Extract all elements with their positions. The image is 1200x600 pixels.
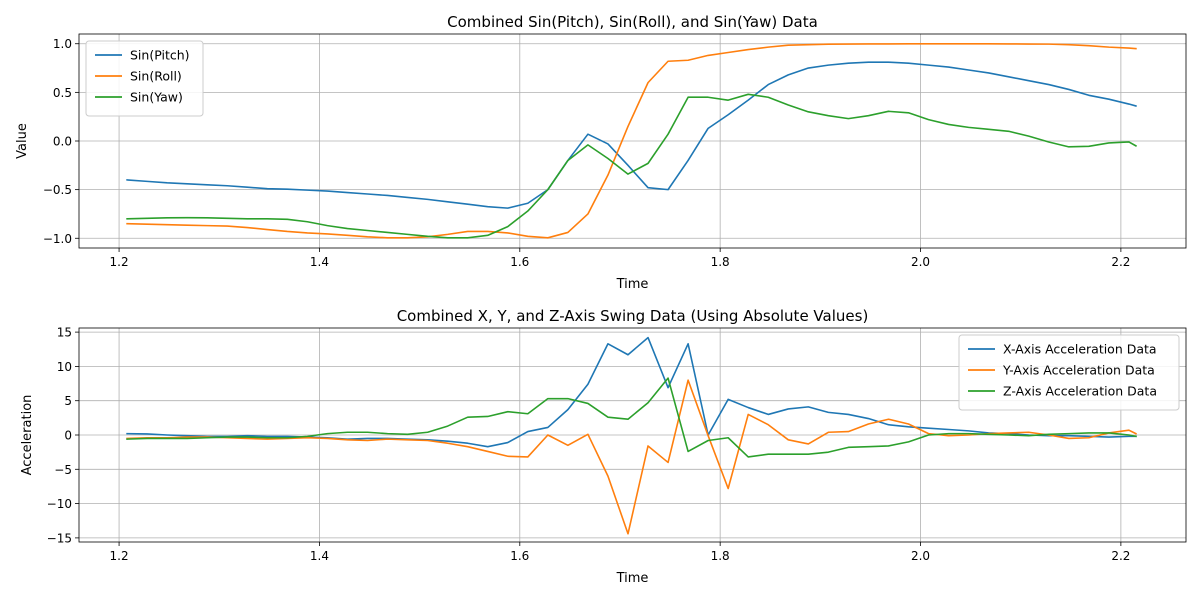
y-tick-label: −1.0	[43, 232, 72, 246]
x-tick-label: 1.6	[510, 255, 529, 269]
legend-label-2: Sin(Roll)	[130, 69, 182, 84]
x-tick-label: 2.2	[1111, 549, 1130, 563]
y-tick-label: −0.5	[43, 183, 72, 197]
legend: Sin(Pitch) Sin(Roll) Sin(Yaw)	[85, 40, 204, 117]
x-tick-label: 1.4	[310, 255, 329, 269]
grid	[79, 328, 1186, 542]
chart-acceleration: 1.2 1.4 1.6 1.8 2.0 2.2 −15 −10 −5 0 5 10 15 Combined…	[20, 307, 1187, 586]
x-axis-label: Time	[616, 571, 649, 586]
x-tick-label: 2.2	[1111, 255, 1130, 269]
legend: X-Axis Acceleration Data Y-Axis Accelerat…	[958, 334, 1180, 411]
legend-label-1: Sin(Pitch)	[130, 48, 190, 63]
y-tick-label: 10	[57, 360, 72, 374]
x-tick-label: 1.8	[711, 549, 730, 563]
y-axis-label: Acceleration	[20, 395, 35, 476]
y-tick-label: 1.0	[53, 37, 72, 51]
x-tick-label: 2.0	[911, 255, 930, 269]
series-line-3	[126, 377, 1137, 458]
legend-box	[958, 334, 1180, 411]
series-line-3	[126, 93, 1137, 239]
series-group	[126, 43, 1137, 239]
y-tick-label: 0	[64, 429, 72, 443]
chart-orientation: 1.2 1.4 1.6 1.8 2.0 2.2 −1.0 −0.5 0.0 0.5 1.0 Combi…	[15, 13, 1187, 292]
y-tick-label: −15	[47, 531, 72, 545]
legend-label-1: X-Axis Acceleration Data	[1003, 342, 1157, 357]
x-tick-label: 1.8	[711, 255, 730, 269]
y-tick-label: −5	[54, 463, 72, 477]
y-tick-label: 0.5	[53, 86, 72, 100]
y-tick-label: 15	[57, 326, 72, 340]
x-tick-label: 1.4	[310, 549, 329, 563]
series-line-2	[126, 43, 1137, 239]
chart-title: Combined X, Y, and Z-Axis Swing Data (Us…	[397, 307, 869, 325]
x-tick-label: 1.2	[110, 255, 129, 269]
legend-label-3: Sin(Yaw)	[130, 90, 183, 105]
series-line-1	[126, 61, 1137, 209]
y-tick-label: 0.0	[53, 135, 72, 149]
x-tick-label: 1.6	[510, 549, 529, 563]
x-axis-label: Time	[616, 277, 649, 292]
chart-title: Combined Sin(Pitch), Sin(Roll), and Sin(…	[447, 13, 818, 31]
y-tick-label: 5	[64, 394, 72, 408]
y-axis-label: Value	[15, 123, 30, 159]
series-group	[126, 336, 1137, 535]
x-tick-label: 1.2	[110, 549, 129, 563]
y-tick-label: −10	[47, 497, 72, 511]
legend-label-3: Z-Axis Acceleration Data	[1003, 384, 1157, 399]
grid	[79, 34, 1186, 248]
x-tick-label: 2.0	[911, 549, 930, 563]
legend-label-2: Y-Axis Acceleration Data	[1002, 363, 1155, 378]
